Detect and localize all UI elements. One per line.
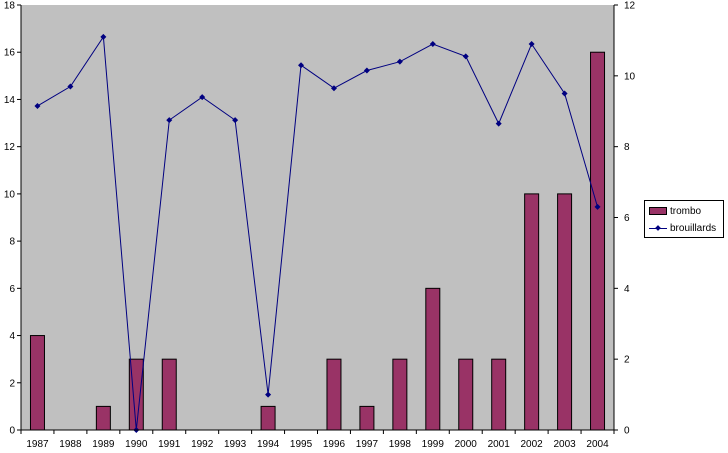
y-left-tick-label: 8 <box>9 237 15 248</box>
x-tick-label: 1999 <box>422 439 445 450</box>
y-left-tick-label: 16 <box>4 48 16 59</box>
legend-item-trombo: trombo <box>649 204 701 218</box>
point-1996 <box>330 85 337 92</box>
y-left-tick-label: 6 <box>9 284 15 295</box>
point-1999 <box>429 40 436 47</box>
point-1989 <box>100 33 107 40</box>
point-2001 <box>495 120 502 127</box>
x-tick-label: 2003 <box>553 439 576 450</box>
line-path <box>37 35 598 431</box>
point-2000 <box>462 53 469 60</box>
legend-label-brouillards: brouillards <box>670 222 717 234</box>
legend-swatch-line <box>649 224 667 233</box>
y-right-tick-label: 0 <box>624 426 630 437</box>
x-tick-label: 2000 <box>455 439 478 450</box>
point-2002 <box>528 40 535 47</box>
y-left-tick-label: 12 <box>4 142 16 153</box>
line-series-brouillards <box>34 33 601 433</box>
x-tick-label: 2001 <box>488 439 511 450</box>
x-tick-label: 1998 <box>389 439 412 450</box>
legend-swatch-bar <box>649 207 667 215</box>
legend-label-trombo: trombo <box>670 205 702 217</box>
point-2004 <box>594 203 601 210</box>
x-tick-label: 1992 <box>191 439 214 450</box>
y-right-tick-label: 12 <box>624 1 636 12</box>
y-right-tick-label: 6 <box>624 213 630 224</box>
x-tick-label: 1987 <box>26 439 49 450</box>
point-1994 <box>265 391 272 398</box>
x-tick-label: 1997 <box>356 439 379 450</box>
bar-1998 <box>392 358 408 431</box>
y-left-tick-label: 2 <box>9 378 15 389</box>
bar-2004 <box>590 51 606 431</box>
y-left-tick-label: 0 <box>9 426 15 437</box>
x-tick-label: 1995 <box>290 439 313 450</box>
x-tick-label: 1989 <box>92 439 115 450</box>
bar-2001 <box>491 358 507 431</box>
point-1997 <box>363 67 370 74</box>
y-right-tick-label: 10 <box>624 71 636 82</box>
bar-1996 <box>326 358 342 431</box>
x-tick-label: 2004 <box>586 439 609 450</box>
y-left-tick-label: 4 <box>9 331 15 342</box>
point-2003 <box>561 90 568 97</box>
point-1991 <box>166 117 173 124</box>
point-1995 <box>298 62 305 69</box>
point-1998 <box>396 58 403 65</box>
point-1987 <box>34 102 41 109</box>
bar-1987 <box>29 335 45 431</box>
x-tick-label: 1993 <box>224 439 247 450</box>
bar-1989 <box>95 405 111 431</box>
bar-2002 <box>524 193 540 431</box>
legend: trombo brouillards <box>644 200 724 238</box>
y-left-tick-label: 18 <box>4 1 16 12</box>
x-tick-label: 1996 <box>323 439 346 450</box>
axes: 0 2 4 6 8 10 12 14 16 18 0 2 4 6 8 10 12 1987 1988 1989 1990… <box>4 1 636 451</box>
legend-item-brouillards: brouillards <box>649 221 716 235</box>
y-right-tick-label: 2 <box>624 355 630 366</box>
point-1988 <box>67 83 74 90</box>
bar-2000 <box>458 358 474 431</box>
bar-2003 <box>557 193 573 431</box>
bar-1994 <box>260 405 276 431</box>
plot-area <box>21 5 614 430</box>
x-tick-label: 1991 <box>158 439 181 450</box>
y-left-tick-label: 14 <box>4 95 16 106</box>
bar-1999 <box>425 287 441 431</box>
bar-1991 <box>161 358 177 431</box>
y-left-tick-label: 10 <box>4 189 16 200</box>
x-tick-label: 1990 <box>125 439 148 450</box>
y-right-tick-label: 4 <box>624 284 630 295</box>
point-1992 <box>199 94 206 101</box>
x-tick-label: 2002 <box>521 439 544 450</box>
bar-1997 <box>359 405 375 431</box>
x-tick-label: 1988 <box>59 439 82 450</box>
y-right-tick-label: 8 <box>624 142 630 153</box>
x-tick-label: 1994 <box>257 439 280 450</box>
point-1993 <box>232 117 239 124</box>
